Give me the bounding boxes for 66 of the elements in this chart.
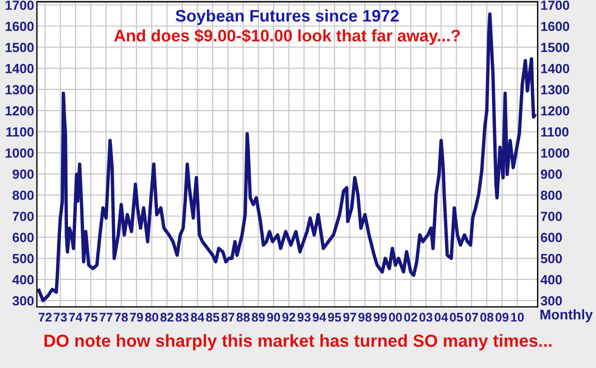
y2-tick-label: 1400 [541, 64, 570, 74]
y-tick-label: 600 [12, 232, 34, 242]
y-tick-label: 1300 [6, 85, 34, 94]
y2-tick-label: 1600 [541, 22, 570, 32]
x-tick-label: 93 [298, 312, 311, 322]
x-tick-label: 87 [221, 312, 234, 322]
y-tick-label: 900 [12, 169, 34, 179]
x-tick-label: 85 [206, 312, 220, 322]
y-tick-label: 1200 [6, 106, 34, 116]
x-tick-label: 74 [69, 312, 82, 322]
y-tick-label: 700 [12, 212, 34, 222]
x-tick-label: 88 [236, 312, 250, 322]
x-tick-label: 04 [434, 312, 448, 322]
x-tick-label: 84 [190, 312, 204, 322]
x-tick-label: 05 [450, 312, 463, 322]
x-tick-label: 90 [267, 312, 280, 322]
x-tick-label: 73 [54, 312, 67, 322]
x-tick-label: 72 [38, 312, 52, 322]
x-tick-label: 10 [511, 312, 524, 322]
x-tick-label: 07 [465, 312, 478, 322]
y-tick-label: 1700 [6, 0, 34, 10]
y-tick-label: 1000 [6, 148, 34, 158]
y-tick-label: 400 [12, 275, 34, 284]
y2-tick-label: 1300 [541, 85, 570, 94]
x-tick-label: 09 [496, 312, 509, 322]
x-tick-label: 00 [388, 312, 402, 322]
x-tick-label: 99 [374, 312, 387, 322]
text: DO note how sharply this market has turned SO many times... [44, 334, 552, 350]
x-tick-label: 92 [282, 312, 296, 322]
x-tick-label: 78 [114, 312, 128, 322]
x-tick-label: 97 [343, 312, 356, 322]
x-tick-label: 08 [480, 312, 494, 322]
y2-tick-label: 900 [540, 169, 562, 179]
y2-tick-label: 1700 [541, 0, 570, 10]
x-tick-label: 79 [130, 312, 143, 322]
x-tick-label: 80 [145, 312, 158, 322]
annotation: And does $9.00-$10.00 look that far away...? [114, 29, 460, 45]
chart-title: Soybean Futures since 1972 [176, 9, 399, 26]
x-tick-label: 95 [328, 312, 342, 322]
x-tick-label: 03 [419, 312, 432, 322]
y2-tick-label: 400 [540, 275, 562, 284]
y-tick-label: 800 [12, 190, 34, 200]
text: Monthly [540, 309, 593, 322]
x-tick-label: 94 [312, 312, 326, 322]
x-tick-label: 83 [176, 312, 189, 322]
x-tick-label: 82 [160, 312, 174, 322]
y-tick-label: 1400 [6, 64, 34, 74]
y2-tick-label: 600 [540, 232, 562, 242]
y2-tick-label: 700 [540, 212, 562, 222]
y2-tick-label: 1200 [541, 106, 570, 116]
y-tick-label: 300 [12, 296, 34, 306]
y2-tick-label: 1500 [541, 42, 570, 52]
y2-tick-label: 1100 [541, 127, 568, 137]
y-tick-label: 1500 [6, 42, 34, 52]
x-tick-label: 75 [84, 312, 98, 322]
y-tick-label: 1100 [6, 127, 34, 137]
y2-tick-label: 300 [540, 296, 562, 306]
y2-tick-label: 800 [540, 190, 562, 200]
y2-tick-label: 500 [540, 254, 562, 264]
y2-tick-label: 1000 [541, 148, 570, 158]
x-tick-label: 98 [358, 312, 372, 322]
y-tick-label: 500 [12, 254, 34, 264]
x-tick-label: 77 [100, 312, 112, 322]
x-tick-label: 02 [404, 312, 418, 322]
y-tick-label: 1600 [6, 22, 34, 32]
x-tick-label: 89 [252, 312, 265, 322]
